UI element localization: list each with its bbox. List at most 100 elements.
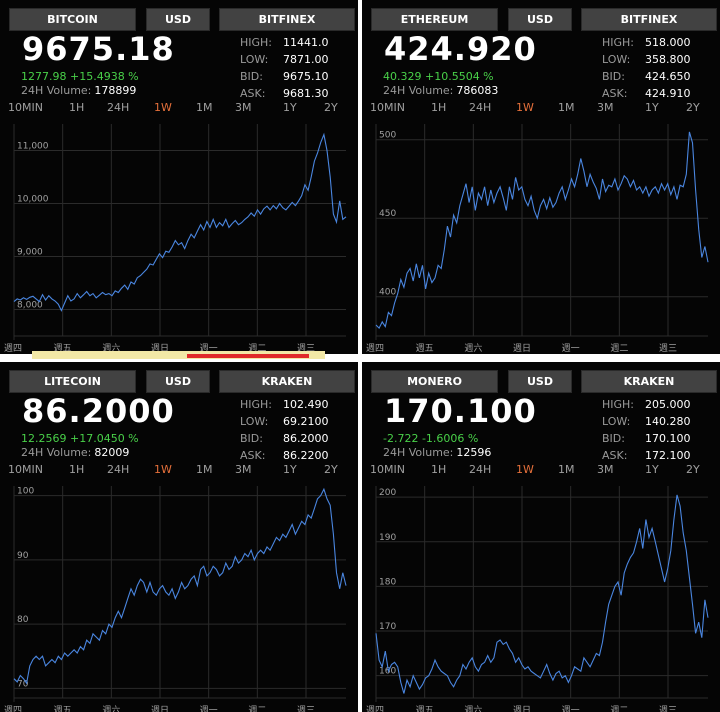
currency-selector-button[interactable]: USD bbox=[146, 8, 210, 31]
currency-selector-button[interactable]: USD bbox=[146, 370, 210, 393]
tab-2y[interactable]: 2Y bbox=[324, 101, 338, 114]
tab-3m[interactable]: 3M bbox=[235, 463, 252, 476]
price-value: 86.2000 bbox=[22, 392, 175, 430]
x-tick-label: 週二 bbox=[248, 705, 266, 712]
tab-1y[interactable]: 1Y bbox=[283, 101, 297, 114]
exchange-selector-button[interactable]: BITFINEX bbox=[581, 8, 717, 31]
y-tick-label: 100 bbox=[17, 487, 34, 497]
tab-1m[interactable]: 1M bbox=[196, 463, 213, 476]
tab-1h[interactable]: 1H bbox=[69, 101, 85, 114]
y-tick-label: 9,000 bbox=[17, 248, 43, 258]
tab-10min[interactable]: 10MIN bbox=[370, 463, 405, 476]
coin-selector-button[interactable]: LITECOIN bbox=[9, 370, 136, 393]
coin-selector-button[interactable]: ETHEREUM bbox=[371, 8, 498, 31]
low-value: 7871.00 bbox=[283, 53, 329, 66]
y-tick-label: 400 bbox=[379, 288, 396, 298]
x-tick-label: 週三 bbox=[297, 343, 315, 354]
bid-row: BID: 170.100 bbox=[602, 432, 720, 449]
tab-10min[interactable]: 10MIN bbox=[8, 463, 43, 476]
tab-1h[interactable]: 1H bbox=[431, 463, 447, 476]
tab-1h[interactable]: 1H bbox=[69, 463, 85, 476]
tab-1m[interactable]: 1M bbox=[558, 463, 575, 476]
bid-value: 86.2000 bbox=[283, 432, 329, 445]
x-tick-label: 週四 bbox=[4, 705, 22, 712]
x-tick-label: 週五 bbox=[416, 705, 434, 712]
low-row: LOW: 358.800 bbox=[602, 53, 720, 70]
tab-10min[interactable]: 10MIN bbox=[8, 101, 43, 114]
tab-2y[interactable]: 2Y bbox=[324, 463, 338, 476]
tab-2y[interactable]: 2Y bbox=[686, 463, 700, 476]
exchange-selector-button[interactable]: KRAKEN bbox=[219, 370, 355, 393]
coin-selector-button[interactable]: MONERO bbox=[371, 370, 498, 393]
currency-selector-button[interactable]: USD bbox=[508, 370, 572, 393]
y-tick-label: 500 bbox=[379, 131, 396, 141]
y-tick-label: 160 bbox=[379, 667, 396, 677]
market-stats: HIGH: 11441.0 LOW: 7871.00 BID: 9675.10 ASK: 96… bbox=[240, 36, 358, 104]
y-tick-label: 450 bbox=[379, 209, 396, 219]
bid-value: 9675.10 bbox=[283, 70, 329, 83]
ask-value: 86.2200 bbox=[283, 449, 329, 462]
x-tick-label: 週三 bbox=[659, 343, 677, 354]
tab-24h[interactable]: 24H bbox=[469, 463, 492, 476]
market-stats: HIGH: 205.000 LOW: 140.280 BID: 170.100 ASK: 17… bbox=[602, 398, 720, 466]
tab-1h[interactable]: 1H bbox=[431, 101, 447, 114]
tab-1w[interactable]: 1W bbox=[516, 101, 534, 114]
price-line bbox=[375, 494, 709, 694]
tab-24h[interactable]: 24H bbox=[107, 101, 130, 114]
high-value: 11441.0 bbox=[283, 36, 329, 49]
tab-1m[interactable]: 1M bbox=[558, 101, 575, 114]
volume-row: 24H Volume: 12596 bbox=[383, 446, 491, 459]
ask-value: 9681.30 bbox=[283, 87, 329, 100]
tab-3m[interactable]: 3M bbox=[597, 463, 614, 476]
volume-row: 24H Volume: 786083 bbox=[383, 84, 498, 97]
tab-24h[interactable]: 24H bbox=[107, 463, 130, 476]
bid-label: BID: bbox=[602, 432, 625, 445]
bid-row: BID: 424.650 bbox=[602, 70, 720, 87]
bitcoin-panel: BITCOIN USD BITFINEX 9675.18 1277.98 +15.493… bbox=[0, 0, 358, 354]
price-change: -2.722 -1.6006 % bbox=[383, 432, 479, 445]
x-tick-label: 週三 bbox=[659, 705, 677, 712]
tab-10min[interactable]: 10MIN bbox=[370, 101, 405, 114]
x-tick-label: 週二 bbox=[248, 343, 266, 354]
price-chart: 160 170 180 190 200 週四 週五 週六 週日 週一 週二 週三 bbox=[366, 486, 709, 712]
litecoin-panel: LITECOIN USD KRAKEN 86.2000 12.2569 +17.0450… bbox=[0, 362, 358, 712]
tab-1y[interactable]: 1Y bbox=[645, 101, 659, 114]
volume-value: 786083 bbox=[456, 84, 499, 97]
coin-selector-button[interactable]: BITCOIN bbox=[9, 8, 136, 31]
price-chart: 400 450 500 週四 週五 週六 週日 週一 週二 週三 bbox=[366, 124, 709, 354]
ad-banner[interactable]: ▷ ✕ bbox=[32, 351, 325, 359]
tab-24h[interactable]: 24H bbox=[469, 101, 492, 114]
tab-1y[interactable]: 1Y bbox=[283, 463, 297, 476]
tab-1w[interactable]: 1W bbox=[154, 101, 172, 114]
high-value: 518.000 bbox=[645, 36, 691, 49]
exchange-selector-button[interactable]: BITFINEX bbox=[219, 8, 355, 31]
x-tick-label: 週五 bbox=[54, 343, 72, 354]
tab-3m[interactable]: 3M bbox=[597, 101, 614, 114]
tab-1m[interactable]: 1M bbox=[196, 101, 213, 114]
volume-row: 24H Volume: 82009 bbox=[21, 446, 129, 459]
volume-label: 24H Volume: bbox=[21, 84, 92, 97]
x-tick-label: 週二 bbox=[610, 343, 628, 354]
y-tick-label: 8,000 bbox=[17, 301, 43, 311]
x-tick-label: 週六 bbox=[102, 704, 120, 712]
time-range-tabs: 10MIN 1H 24H 1W 1M 3M 1Y 2Y bbox=[362, 101, 720, 115]
price-value: 170.100 bbox=[384, 392, 537, 430]
low-row: LOW: 140.280 bbox=[602, 415, 720, 432]
currency-selector-button[interactable]: USD bbox=[508, 8, 572, 31]
bid-label: BID: bbox=[602, 70, 625, 83]
x-tick-label: 週日 bbox=[151, 705, 169, 712]
ask-label: ASK: bbox=[240, 87, 266, 100]
tab-3m[interactable]: 3M bbox=[235, 101, 252, 114]
x-tick-label: 週一 bbox=[200, 705, 218, 712]
tab-1w[interactable]: 1W bbox=[154, 463, 172, 476]
x-tick-label: 週一 bbox=[562, 705, 580, 712]
low-label: LOW: bbox=[602, 53, 631, 66]
high-row: HIGH: 518.000 bbox=[602, 36, 720, 53]
tab-1w[interactable]: 1W bbox=[516, 463, 534, 476]
x-tick-label: 週一 bbox=[200, 343, 218, 354]
tab-2y[interactable]: 2Y bbox=[686, 101, 700, 114]
volume-label: 24H Volume: bbox=[383, 446, 454, 459]
exchange-selector-button[interactable]: KRAKEN bbox=[581, 370, 717, 393]
ask-label: ASK: bbox=[602, 449, 628, 462]
tab-1y[interactable]: 1Y bbox=[645, 463, 659, 476]
